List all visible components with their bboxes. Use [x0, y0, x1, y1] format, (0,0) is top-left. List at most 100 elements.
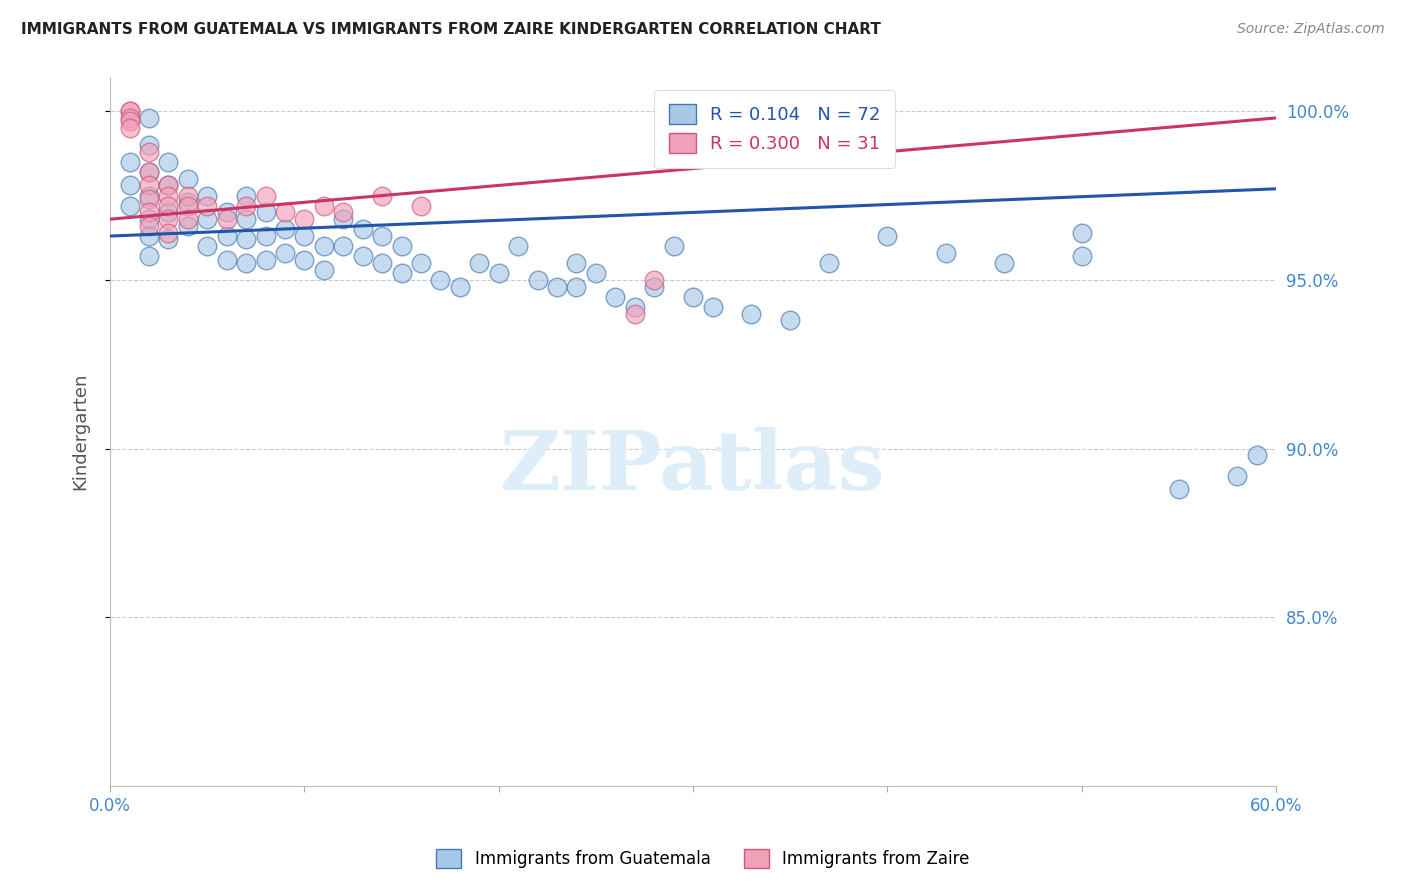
Point [565, 279, 588, 293]
Point [312, 262, 335, 277]
Point [546, 279, 568, 293]
Point [643, 279, 665, 293]
Point [274, 222, 297, 236]
Point [391, 239, 413, 253]
Point [274, 205, 297, 219]
Point [332, 212, 354, 227]
Point [138, 188, 160, 202]
Point [876, 229, 898, 244]
Point [118, 114, 141, 128]
Point [157, 199, 180, 213]
Point [468, 256, 491, 270]
Point [177, 212, 200, 227]
Point [332, 239, 354, 253]
Point [352, 222, 374, 236]
Point [294, 212, 316, 227]
Point [682, 290, 704, 304]
Point [195, 239, 218, 253]
Point [1070, 249, 1092, 263]
Point [702, 300, 724, 314]
Point [118, 111, 141, 125]
Point [371, 256, 394, 270]
Point [195, 188, 218, 202]
Point [935, 246, 957, 260]
Point [662, 239, 685, 253]
Point [1167, 482, 1189, 496]
Point [138, 178, 160, 193]
Point [138, 219, 160, 233]
Point [235, 232, 257, 246]
Point [118, 104, 141, 119]
Point [235, 256, 257, 270]
Point [312, 239, 335, 253]
Text: IMMIGRANTS FROM GUATEMALA VS IMMIGRANTS FROM ZAIRE KINDERGARTEN CORRELATION CHAR: IMMIGRANTS FROM GUATEMALA VS IMMIGRANTS … [21, 22, 882, 37]
Point [138, 205, 160, 219]
Point [643, 273, 665, 287]
Point [157, 232, 180, 246]
Point [371, 188, 394, 202]
Point [215, 205, 238, 219]
Point [312, 199, 335, 213]
Point [215, 212, 238, 227]
Point [1070, 226, 1092, 240]
Point [138, 229, 160, 244]
Text: Source: ZipAtlas.com: Source: ZipAtlas.com [1237, 22, 1385, 37]
Point [138, 145, 160, 159]
Point [138, 249, 160, 263]
Legend: R = 0.104   N = 72, R = 0.300   N = 31: R = 0.104 N = 72, R = 0.300 N = 31 [654, 90, 896, 168]
Point [138, 212, 160, 227]
Point [118, 199, 141, 213]
Point [1226, 468, 1249, 483]
Point [332, 205, 354, 219]
Point [352, 249, 374, 263]
Point [409, 256, 432, 270]
Point [138, 111, 160, 125]
Point [274, 246, 297, 260]
Point [779, 313, 801, 327]
Point [195, 212, 218, 227]
Point [429, 273, 451, 287]
Point [157, 178, 180, 193]
Point [177, 219, 200, 233]
Point [138, 165, 160, 179]
Point [565, 256, 588, 270]
Point [254, 205, 277, 219]
Point [177, 171, 200, 186]
Point [118, 178, 141, 193]
Point [371, 229, 394, 244]
Point [177, 188, 200, 202]
Point [623, 307, 645, 321]
Point [409, 199, 432, 213]
Point [157, 226, 180, 240]
Point [818, 256, 841, 270]
Point [254, 229, 277, 244]
Point [215, 229, 238, 244]
Point [993, 256, 1015, 270]
Point [254, 252, 277, 267]
Y-axis label: Kindergarten: Kindergarten [72, 373, 89, 491]
Point [138, 165, 160, 179]
Point [157, 154, 180, 169]
Point [177, 199, 200, 213]
Point [138, 192, 160, 206]
Point [526, 273, 548, 287]
Point [157, 178, 180, 193]
Point [1246, 449, 1268, 463]
Point [391, 266, 413, 280]
Point [585, 266, 607, 280]
Point [740, 307, 762, 321]
Legend: Immigrants from Guatemala, Immigrants from Zaire: Immigrants from Guatemala, Immigrants fr… [430, 843, 976, 875]
Point [235, 212, 257, 227]
Point [508, 239, 530, 253]
Point [235, 188, 257, 202]
Point [605, 290, 627, 304]
Point [195, 199, 218, 213]
Point [488, 266, 510, 280]
Point [138, 137, 160, 152]
Point [294, 252, 316, 267]
Point [235, 199, 257, 213]
Point [157, 188, 180, 202]
Point [254, 188, 277, 202]
Text: ZIPatlas: ZIPatlas [501, 427, 886, 508]
Point [118, 154, 141, 169]
